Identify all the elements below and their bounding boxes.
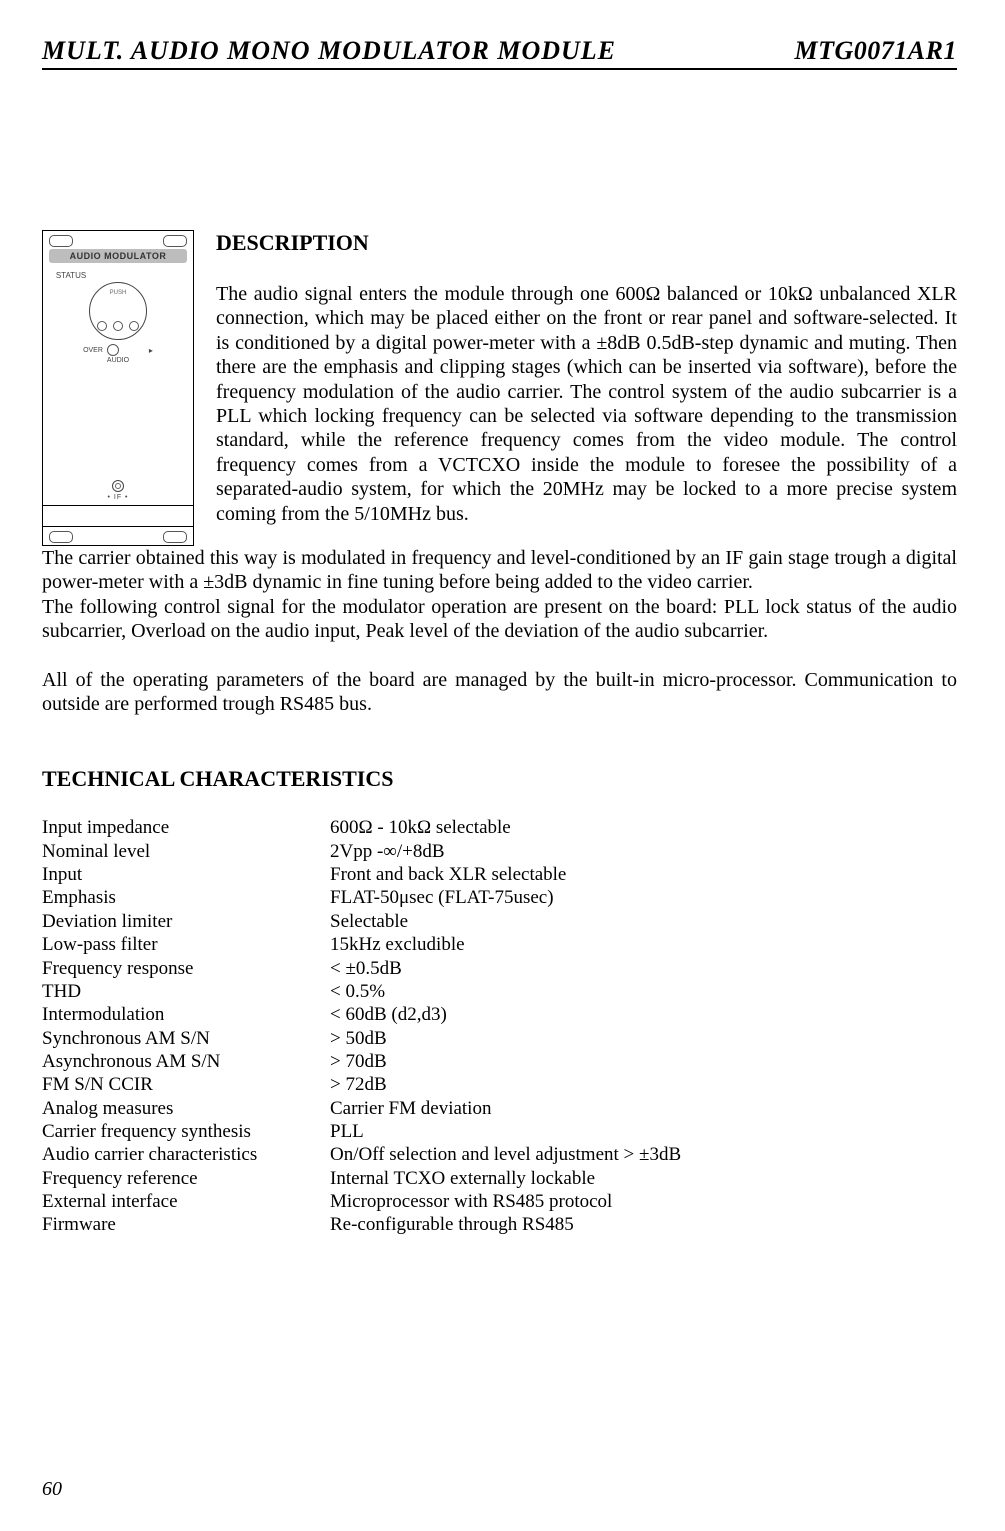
spec-row: Deviation limiter Selectable — [42, 910, 957, 933]
spec-row: Low-pass filter15kHz excludible — [42, 933, 957, 956]
screw-icon — [163, 531, 187, 543]
spec-label: Asynchronous AM S/N — [42, 1050, 330, 1073]
panel-title-bar: AUDIO MODULATOR — [49, 249, 187, 263]
spec-label: Frequency response — [42, 957, 330, 980]
page-number: 60 — [42, 1478, 62, 1501]
description-paragraph: The following control signal for the mod… — [42, 595, 957, 644]
spec-value: < 60dB (d2,d3) — [330, 1003, 447, 1026]
panel-over-label: OVER — [83, 347, 103, 354]
module-panel-illustration: AUDIO MODULATOR STATUS OVER ▸ AUDIO • IF… — [42, 230, 194, 546]
spec-label: FM S/N CCIR — [42, 1073, 330, 1096]
spec-label: Synchronous AM S/N — [42, 1027, 330, 1050]
panel-screws-top — [43, 231, 193, 249]
page-header: MULT. AUDIO MONO MODULATOR MODULE MTG007… — [42, 36, 957, 70]
panel-if-label: • IF • — [107, 494, 128, 501]
spec-row: Intermodulation< 60dB (d2,d3) — [42, 1003, 957, 1026]
spec-row: EmphasisFLAT-50μsec (FLAT-75usec) — [42, 886, 957, 909]
spec-row: THD< 0.5% — [42, 980, 957, 1003]
spec-value: > 70dB — [330, 1050, 387, 1073]
spec-label: Intermodulation — [42, 1003, 330, 1026]
spec-row: Synchronous AM S/N> 50dB — [42, 1027, 957, 1050]
spec-value: PLL — [330, 1120, 364, 1143]
xlr-pin-icon — [113, 321, 123, 331]
screw-icon — [49, 235, 73, 247]
spec-label: External interface — [42, 1190, 330, 1213]
spec-value: > 72dB — [330, 1073, 387, 1096]
spec-label: Carrier frequency synthesis — [42, 1120, 330, 1143]
description-side-paragraph: The audio signal enters the module throu… — [216, 282, 957, 526]
description-paragraph: The carrier obtained this way is modulat… — [42, 546, 957, 595]
description-heading: DESCRIPTION — [216, 230, 957, 256]
screw-icon — [49, 531, 73, 543]
spec-value: Front and back XLR selectable — [330, 863, 566, 886]
screw-icon — [163, 235, 187, 247]
led-icon — [107, 344, 119, 356]
panel-audio-caption: AUDIO — [107, 357, 129, 364]
spec-label: Input — [42, 863, 330, 886]
spec-label: Low-pass filter — [42, 933, 330, 956]
spec-value: > 50dB — [330, 1027, 387, 1050]
technical-heading: TECHNICAL CHARACTERISTICS — [42, 766, 957, 792]
spec-value: Carrier FM deviation — [330, 1097, 491, 1120]
description-block: AUDIO MODULATOR STATUS OVER ▸ AUDIO • IF… — [42, 230, 957, 546]
spec-row: Nominal level2Vpp -∞/+8dB — [42, 840, 957, 863]
spec-row: External interfaceMicroprocessor with RS… — [42, 1190, 957, 1213]
if-jack-icon — [112, 480, 124, 492]
spec-label: Firmware — [42, 1213, 330, 1236]
spec-label: Input impedance — [42, 816, 330, 839]
xlr-pin-icon — [129, 321, 139, 331]
spec-value: 15kHz excludible — [330, 933, 465, 956]
spec-label: THD — [42, 980, 330, 1003]
spec-value: < ±0.5dB — [330, 957, 402, 980]
spec-row: Input impedance600Ω - 10kΩ selectable — [42, 816, 957, 839]
spec-value: Internal TCXO externally lockable — [330, 1167, 595, 1190]
spec-value: < 0.5% — [330, 980, 385, 1003]
spec-row: InputFront and back XLR selectable — [42, 863, 957, 886]
spec-label: Nominal level — [42, 840, 330, 863]
description-text-column: DESCRIPTION The audio signal enters the … — [216, 230, 957, 526]
description-paragraph: All of the operating parameters of the b… — [42, 668, 957, 717]
spec-value: Re-configurable through RS485 — [330, 1213, 574, 1236]
spec-value: FLAT-50μsec (FLAT-75usec) — [330, 886, 554, 909]
spec-value: Microprocessor with RS485 protocol — [330, 1190, 612, 1213]
spec-label: Emphasis — [42, 886, 330, 909]
spec-label: Frequency reference — [42, 1167, 330, 1190]
spec-label: Analog measures — [42, 1097, 330, 1120]
spec-row: Asynchronous AM S/N> 70dB — [42, 1050, 957, 1073]
header-title-right: MTG0071AR1 — [795, 36, 957, 66]
spec-row: Frequency response< ±0.5dB — [42, 957, 957, 980]
spec-value: Selectable — [330, 910, 408, 933]
spec-value: 2Vpp -∞/+8dB — [330, 840, 445, 863]
spec-row: FirmwareRe-configurable through RS485 — [42, 1213, 957, 1236]
spec-value: On/Off selection and level adjustment > … — [330, 1143, 681, 1166]
header-title-left: MULT. AUDIO MONO MODULATOR MODULE — [42, 36, 616, 66]
spec-table: Input impedance600Ω - 10kΩ selectableNom… — [42, 816, 957, 1236]
panel-strip — [43, 505, 193, 527]
spec-label: Audio carrier characteristics — [42, 1143, 330, 1166]
spec-row: Audio carrier characteristicsOn/Off sele… — [42, 1143, 957, 1166]
panel-screws-bottom — [43, 527, 193, 545]
xlr-pin-icon — [97, 321, 107, 331]
page: MULT. AUDIO MONO MODULATOR MODULE MTG007… — [0, 0, 1005, 1531]
spec-value: 600Ω - 10kΩ selectable — [330, 816, 511, 839]
spec-row: Carrier frequency synthesisPLL — [42, 1120, 957, 1143]
spec-row: FM S/N CCIR> 72dB — [42, 1073, 957, 1096]
spec-label: Deviation limiter — [42, 910, 330, 933]
spec-row: Analog measuresCarrier FM deviation — [42, 1097, 957, 1120]
spec-row: Frequency referenceInternal TCXO externa… — [42, 1167, 957, 1190]
panel-status-label: STATUS — [56, 271, 86, 280]
panel-over-row: OVER ▸ — [43, 344, 193, 356]
xlr-connector-icon — [89, 282, 147, 340]
